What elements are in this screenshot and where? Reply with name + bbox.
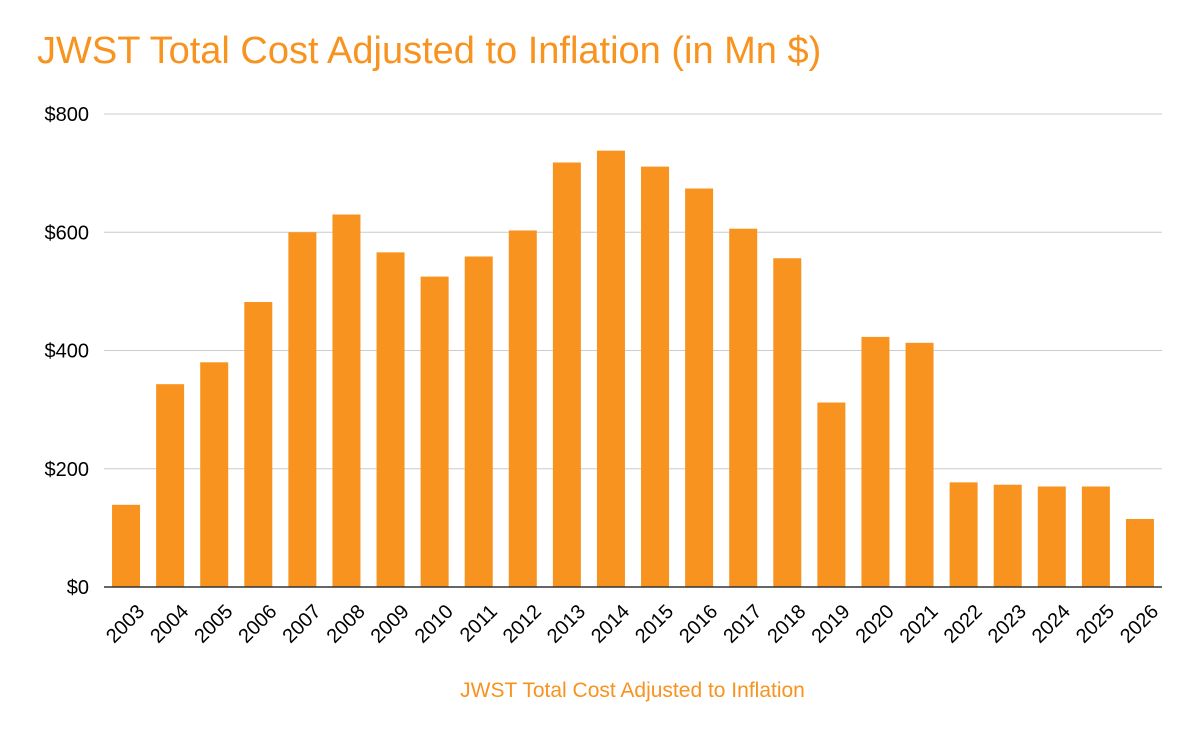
bar-2016 xyxy=(685,188,714,587)
x-tick-label: 2011 xyxy=(456,601,502,647)
x-tick-label: 2016 xyxy=(675,601,722,648)
y-axis-ticks: $0 $200 $400 $600 $800 xyxy=(45,104,90,599)
bar-2018 xyxy=(773,258,802,587)
x-tick-label: 2020 xyxy=(852,601,899,648)
x-axis-ticks: 2003200420052006200720082009201020112012… xyxy=(102,601,1163,648)
x-tick-label: 2024 xyxy=(1028,601,1075,648)
bar-2021 xyxy=(905,342,934,587)
bar-2012 xyxy=(508,230,537,587)
bar-2006 xyxy=(244,302,273,587)
x-tick-label: 2026 xyxy=(1116,601,1163,648)
bar-2020 xyxy=(861,336,890,587)
x-tick-label: 2021 xyxy=(896,601,943,648)
x-tick-label: 2003 xyxy=(102,601,149,648)
x-tick-label: 2013 xyxy=(543,601,590,648)
x-tick-label: 2022 xyxy=(940,601,987,648)
bar-2011 xyxy=(464,256,493,587)
x-tick-label: 2005 xyxy=(190,601,237,648)
chart-title: JWST Total Cost Adjusted to Inflation (i… xyxy=(37,30,822,72)
bar-2017 xyxy=(729,228,758,587)
bar-2009 xyxy=(376,252,405,588)
y-tick-label: $800 xyxy=(45,104,90,126)
x-axis-title: JWST Total Cost Adjusted to Inflation xyxy=(460,679,805,702)
bar-2005 xyxy=(200,362,229,587)
x-tick-label: 2015 xyxy=(631,601,678,648)
bar-2007 xyxy=(288,232,317,587)
x-tick-label: 2007 xyxy=(279,601,326,648)
bar-2015 xyxy=(641,166,670,587)
x-tick-label: 2006 xyxy=(234,601,281,648)
bar-2014 xyxy=(596,150,625,587)
bars xyxy=(112,150,1154,588)
y-tick-label: $600 xyxy=(45,222,90,244)
y-tick-label: $200 xyxy=(45,459,90,481)
bar-2010 xyxy=(420,276,449,587)
bar-2019 xyxy=(817,402,846,587)
bar-2023 xyxy=(993,484,1022,587)
bar-2024 xyxy=(1037,486,1066,587)
x-tick-label: 2012 xyxy=(499,601,546,648)
x-tick-label: 2004 xyxy=(146,601,193,648)
x-tick-label: 2010 xyxy=(411,601,458,648)
bar-2003 xyxy=(112,504,141,587)
bar-2025 xyxy=(1081,486,1110,587)
x-tick-label: 2025 xyxy=(1072,601,1119,648)
bar-2008 xyxy=(332,214,361,587)
bar-2013 xyxy=(552,162,581,588)
bar-2004 xyxy=(156,384,185,587)
bar-2026 xyxy=(1125,519,1154,587)
x-tick-label: 2009 xyxy=(367,601,414,648)
bar-2022 xyxy=(949,482,978,587)
gridlines xyxy=(104,113,1162,470)
y-tick-label: $400 xyxy=(45,341,90,363)
x-tick-label: 2008 xyxy=(323,601,370,648)
x-tick-label: 2014 xyxy=(587,601,634,648)
x-tick-label: 2023 xyxy=(984,601,1031,648)
x-tick-label: 2017 xyxy=(719,601,766,648)
y-tick-label: $0 xyxy=(67,577,89,599)
x-tick-label: 2018 xyxy=(763,601,810,648)
x-tick-label: 2019 xyxy=(808,601,855,648)
